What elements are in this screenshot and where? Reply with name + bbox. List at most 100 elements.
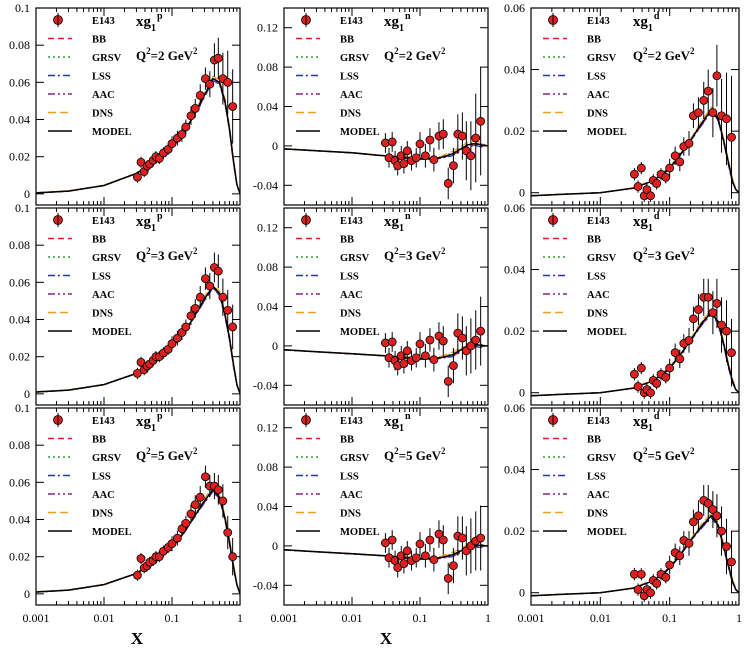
legend-label-model: MODEL (587, 327, 627, 338)
plot-frame (283, 407, 489, 606)
y-tick-label: 0.04 (257, 100, 278, 114)
plot-frame (530, 207, 740, 406)
y-tick-label: 0.02 (9, 150, 30, 164)
legend-label-model: MODEL (340, 327, 380, 338)
legend-label-aac: AAC (92, 90, 115, 101)
y-tick-label: 0.08 (257, 60, 278, 74)
data-point-e143 (708, 108, 718, 118)
plot-frame (35, 407, 241, 606)
data-point-e143 (703, 86, 713, 96)
legend-label-lss: LSS (587, 272, 606, 283)
data-point-e143 (218, 292, 228, 302)
panel-title: xg1p (136, 211, 163, 234)
data-point-e143 (670, 151, 680, 161)
y-tick-label: 0.06 (9, 275, 30, 289)
data-point-e143 (213, 266, 223, 276)
y-tick-label: 0.06 (504, 201, 525, 215)
legend-label-dns: DNS (340, 509, 361, 520)
data-point-e143 (652, 579, 662, 588)
panel-p-q2-2: 0 0.02 0.04 0.06 0.08 0.1 E143 BB GRSV LSS AAC DNS M… (9, 1, 241, 206)
data-point-e143 (201, 472, 210, 482)
legend-label-e143: E143 (587, 16, 610, 27)
plot-frame (530, 407, 740, 606)
legend-label-bb: BB (92, 435, 106, 446)
data-point-e143 (399, 159, 409, 169)
data-point-e143 (652, 379, 662, 388)
data-point-e143 (722, 542, 731, 551)
data-point-e143 (670, 348, 680, 358)
data-point-e143 (712, 511, 722, 521)
data-point-e143 (466, 151, 476, 161)
data-point-e143 (223, 305, 233, 315)
data-point-e143 (476, 326, 486, 336)
panel-title: xg1d (633, 11, 660, 34)
legend-label-bb: BB (587, 35, 601, 46)
panel-title: xg1p (136, 11, 163, 34)
panel-title: xg1d (633, 211, 660, 234)
x-tick-label: 1 (485, 611, 491, 625)
data-point-e143 (476, 116, 486, 126)
legend-label-dns: DNS (587, 509, 608, 520)
data-point-e143 (630, 169, 639, 179)
data-point-e143 (195, 90, 205, 100)
data-point-e143 (429, 555, 439, 565)
data-point-e143 (694, 305, 703, 314)
data-point-e143 (675, 157, 685, 167)
legend-label-aac: AAC (340, 490, 363, 501)
data-point-e143 (167, 539, 177, 549)
data-point-e143 (476, 533, 486, 543)
panel-n-q2-3: -0.04 0 0.04 0.08 0.12 E143 BB GRSV LSS AAC DNS MOD… (253, 207, 489, 406)
legend-label-lss: LSS (587, 472, 606, 483)
data-point-e143 (652, 179, 662, 188)
legend-label-aac: AAC (587, 90, 610, 101)
curve-grsv (531, 513, 739, 597)
data-point-e143 (699, 95, 709, 105)
legend-label-grsv: GRSV (340, 253, 370, 264)
data-point-e143 (703, 292, 713, 302)
legend-label-dns: DNS (92, 309, 113, 320)
legend-label-grsv: GRSV (340, 453, 370, 464)
data-point-e143 (420, 351, 430, 361)
y-tick-label: 0.04 (9, 113, 30, 127)
data-point-e143 (633, 182, 643, 191)
curve-dns (531, 512, 739, 597)
y-tick-label: 0.1 (15, 1, 30, 15)
data-point-e143 (694, 511, 703, 521)
curve-model (284, 344, 488, 360)
data-point-e143 (684, 139, 694, 148)
panel-title: xg1n (384, 211, 411, 234)
data-point-e143 (186, 509, 196, 519)
x-tick-label: 0.01 (94, 611, 115, 625)
q2-label: Q2=5 GeV2 (136, 446, 198, 463)
data-point-e143 (717, 320, 726, 330)
data-point-e143 (636, 569, 646, 579)
data-point-e143 (387, 535, 397, 545)
data-point-e143 (471, 133, 481, 143)
data-point-e143 (708, 308, 718, 318)
y-tick-label: 0 (272, 139, 278, 153)
data-point-e143 (425, 135, 435, 145)
data-point-e143 (415, 539, 425, 549)
curve-model (531, 311, 739, 397)
data-point-e143 (630, 369, 639, 379)
data-point-e143 (396, 151, 406, 161)
data-point-e143 (449, 161, 458, 171)
data-point-e143 (722, 114, 731, 124)
legend-label-lss: LSS (340, 272, 359, 283)
panel-title: xg1n (384, 11, 411, 34)
data-point-e143 (186, 311, 196, 321)
y-tick-label: 0 (272, 539, 278, 553)
legend-label-dns: DNS (587, 109, 608, 120)
data-point-e143 (471, 335, 481, 345)
legend-label-dns: DNS (340, 309, 361, 320)
legend-label-lss: LSS (340, 72, 359, 83)
data-point-e143 (136, 554, 146, 563)
legend-label-e143: E143 (587, 216, 610, 227)
legend-label-grsv: GRSV (340, 53, 370, 64)
legend-label-e143: E143 (92, 416, 115, 427)
data-point-e143 (195, 292, 205, 302)
plot-frame (530, 7, 740, 206)
curve-lss (284, 545, 488, 560)
curve-aac (531, 109, 739, 197)
data-point-e143 (181, 322, 191, 332)
